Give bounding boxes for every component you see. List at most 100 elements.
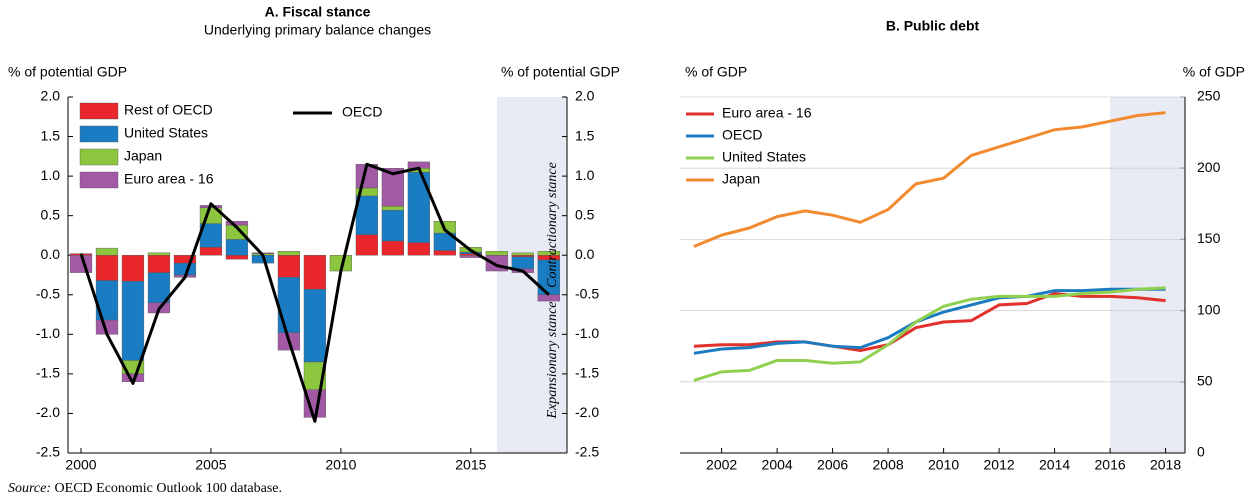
legend-label: Japan [124, 148, 162, 164]
legend-label: Euro area - 16 [124, 171, 214, 187]
y2-tick-label: 0.5 [575, 206, 595, 222]
bar [277, 255, 301, 278]
x-tick-label: 2010 [325, 457, 356, 473]
bar [537, 294, 560, 302]
legend-label: Japan [722, 171, 760, 187]
legend-label: OECD [342, 104, 382, 120]
y2-tick-label: -0.5 [575, 285, 599, 301]
series-line [79, 162, 550, 423]
x-tick-label: 2015 [455, 457, 486, 473]
x-tick-label: 2006 [817, 457, 848, 473]
source-note: Source: OECD Economic Outlook 100 databa… [8, 481, 282, 496]
x-tick-label: 2000 [65, 457, 96, 473]
y2-tick-label: 1.0 [575, 167, 595, 183]
x-tick-label: 2012 [984, 457, 1015, 473]
y-tick-label: -0.5 [36, 285, 60, 301]
y2-tick-label: -2.5 [575, 444, 599, 460]
bar [277, 251, 301, 256]
source-text: OECD Economic Outlook 100 database. [55, 481, 282, 496]
y2-tick-label: 1.5 [575, 127, 595, 143]
x-tick-label: 2014 [1039, 457, 1070, 473]
series-line [693, 111, 1166, 248]
chart-title: B. Public debt [886, 18, 980, 34]
y2-tick-label: 250 [1197, 88, 1221, 104]
bar [121, 255, 145, 282]
bar [225, 255, 249, 260]
bar [511, 256, 534, 269]
bar [147, 252, 171, 256]
y2-tick-label: -1.0 [575, 325, 599, 341]
y2-axis-label: % of potential GDP [501, 64, 620, 80]
annotation: Expansionary stance [545, 301, 560, 419]
y-tick-label: 0.0 [41, 246, 61, 262]
y-axis-label: % of GDP [685, 64, 747, 80]
bar [225, 221, 249, 226]
x-tick-label: 2008 [873, 457, 904, 473]
legend-swatch [79, 125, 119, 143]
chart-subtitle: Underlying primary balance changes [204, 22, 431, 38]
y2-tick-label: 200 [1197, 159, 1221, 175]
bar [407, 242, 430, 256]
bar [147, 255, 171, 273]
y-tick-label: 1.5 [41, 127, 61, 143]
y2-tick-label: 100 [1197, 301, 1221, 317]
y-tick-label: 1.0 [41, 167, 61, 183]
legend-label: Euro area - 16 [722, 105, 812, 121]
y2-tick-label: -1.5 [575, 365, 599, 381]
bar [95, 247, 119, 256]
bar [537, 251, 560, 256]
bar [95, 255, 119, 281]
y2-tick-label: -2.0 [575, 404, 599, 420]
y-tick-label: 2.0 [41, 88, 61, 104]
bar [485, 255, 508, 272]
x-tick-label: 2018 [1150, 457, 1181, 473]
legend-label: United States [124, 125, 208, 141]
y-axis-label: % of potential GDP [8, 64, 127, 80]
series-line [693, 287, 1166, 355]
y-tick-label: -2.5 [36, 444, 60, 460]
y2-tick-label: 0 [1197, 444, 1205, 460]
chart-title: A. Fiscal stance [265, 4, 371, 20]
y2-tick-label: 0.0 [575, 246, 595, 262]
bar [199, 247, 223, 256]
y-tick-label: -1.5 [36, 365, 60, 381]
bar [225, 239, 249, 256]
bar [303, 289, 327, 363]
annotation: Contractionary stance [545, 162, 560, 288]
legend-swatch [79, 148, 119, 166]
x-tick-label: 2010 [928, 457, 959, 473]
x-tick-label: 2016 [1095, 457, 1126, 473]
projection-shade [1110, 97, 1185, 453]
series-line [693, 292, 1166, 352]
bar [433, 250, 456, 256]
legend-label: United States [722, 149, 806, 165]
bar [511, 255, 534, 258]
series-line [693, 286, 1166, 382]
x-tick-label: 2005 [195, 457, 226, 473]
bar [303, 255, 327, 290]
bar [277, 277, 301, 333]
bar [381, 167, 404, 207]
y2-tick-label: 2.0 [575, 88, 595, 104]
y-tick-label: -1.0 [36, 325, 60, 341]
source-label: Source: [8, 481, 51, 496]
bar [121, 281, 145, 361]
y-tick-label: 0.5 [41, 206, 61, 222]
bar [485, 251, 508, 256]
y-tick-label: -2.0 [36, 404, 60, 420]
bar [381, 209, 404, 242]
bar [381, 205, 404, 211]
legend-swatch [79, 102, 119, 120]
y2-axis-label: % of GDP [1183, 64, 1245, 80]
bar [355, 234, 378, 256]
y2-tick-label: 50 [1197, 373, 1213, 389]
legend-label: Rest of OECD [124, 102, 213, 118]
x-tick-label: 2002 [706, 457, 737, 473]
x-tick-label: 2004 [762, 457, 793, 473]
legend-swatch [79, 171, 119, 189]
y2-tick-label: 150 [1197, 230, 1221, 246]
legend-label: OECD [722, 127, 762, 143]
bar [381, 240, 404, 256]
bar [511, 252, 534, 256]
